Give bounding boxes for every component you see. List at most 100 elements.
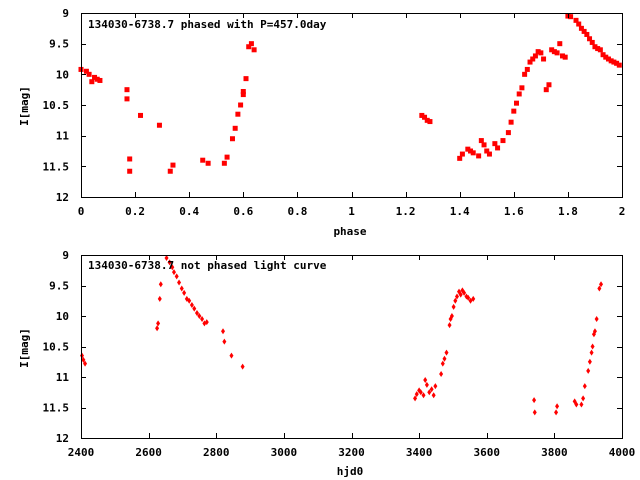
unphased-data-point xyxy=(167,259,172,266)
phased-data-point xyxy=(235,111,241,117)
phased-data-point xyxy=(481,142,487,148)
phased-data-point xyxy=(476,153,482,159)
unphased-data-point xyxy=(466,294,471,301)
phased-data-point xyxy=(514,100,520,106)
phased-data-point xyxy=(557,41,563,47)
phased-data-point xyxy=(573,17,579,23)
unphased-data-point xyxy=(589,349,594,356)
unphased-data-point xyxy=(177,279,182,286)
unphased-data-point xyxy=(440,360,445,367)
phased-x-tick-label: 0.6 xyxy=(233,205,253,218)
phased-light-curve-panel: 0 0.2 0.4 0.6 0.8 1 1.2 1.4 1.6 1.8 2 9 9.5 10 10.5 11… xyxy=(18,7,625,238)
unphased-x-tick-label: 3000 xyxy=(271,446,298,459)
phased-y-tick-label: 11.5 xyxy=(43,160,70,173)
phased-data-point xyxy=(549,47,555,53)
unphased-data-point xyxy=(204,319,209,326)
phased-data-point xyxy=(595,46,601,52)
phased-data-point xyxy=(221,160,227,166)
phased-data-point xyxy=(589,39,595,45)
unphased-data-point xyxy=(179,285,184,292)
unphased-x-tick-label: 3400 xyxy=(406,446,433,459)
phased-data-point xyxy=(246,44,252,50)
phased-data-point xyxy=(97,77,103,83)
unphased-y-axis-label: I[mag] xyxy=(18,328,31,368)
phased-data-point xyxy=(535,49,541,55)
phased-data-point xyxy=(546,82,552,88)
unphased-data-point xyxy=(599,281,604,288)
phased-data-point xyxy=(424,117,430,123)
unphased-y-tick-label: 11 xyxy=(56,371,70,384)
phased-data-point xyxy=(530,56,536,62)
phased-data-point xyxy=(240,92,246,98)
unphased-data-point xyxy=(429,386,434,393)
phased-data-point xyxy=(465,146,471,152)
unphased-chart-title: 134030-6738.7 not phased light curve xyxy=(88,259,327,272)
unphased-data-point xyxy=(240,363,245,370)
unphased-data-point xyxy=(83,360,88,367)
phased-data-point xyxy=(522,71,528,77)
unphased-data-point xyxy=(554,409,559,416)
phased-data-point xyxy=(478,138,484,144)
unphased-data-points xyxy=(80,255,604,416)
phased-data-point xyxy=(511,108,517,114)
phased-data-point xyxy=(603,54,609,60)
unphased-data-point xyxy=(156,320,161,327)
unphased-data-point xyxy=(164,255,169,262)
phased-data-point xyxy=(568,14,574,20)
phased-data-point xyxy=(127,156,133,162)
unphased-data-point xyxy=(458,291,463,298)
phased-x-axis-label: phase xyxy=(333,225,366,238)
phased-data-point xyxy=(541,56,547,62)
unphased-y-tick-label: 11.5 xyxy=(43,402,70,415)
unphased-data-point xyxy=(197,313,202,319)
phased-y-tick-label: 9 xyxy=(62,7,69,20)
phased-data-point xyxy=(486,151,492,157)
phased-data-point xyxy=(597,47,603,53)
phased-data-point xyxy=(565,13,571,19)
phased-x-tick-label: 2 xyxy=(619,205,626,218)
phased-x-tick-label: 0.8 xyxy=(287,205,307,218)
unphased-data-point xyxy=(592,328,597,335)
phased-x-tick-label: 1.2 xyxy=(396,205,416,218)
unphased-data-point xyxy=(579,401,584,408)
phased-data-point xyxy=(516,91,522,97)
phased-chart-title: 134030-6738.7 phased with P=457.0day xyxy=(88,18,327,31)
phased-y-tick-label: 11 xyxy=(56,130,70,143)
unphased-data-point xyxy=(439,370,444,377)
phased-x-axis-ticks: 0 0.2 0.4 0.6 0.8 1 1.2 1.4 1.6 1.8 2 xyxy=(78,13,626,218)
phased-x-tick-label: 1.6 xyxy=(504,205,524,218)
phased-data-point xyxy=(616,62,622,68)
unphased-data-point xyxy=(194,309,199,316)
phased-data-point xyxy=(592,44,598,50)
unphased-data-point xyxy=(187,297,192,304)
phased-data-point xyxy=(608,58,614,64)
phased-data-point xyxy=(538,50,544,56)
unphased-x-tick-label: 4000 xyxy=(609,446,636,459)
phased-data-point xyxy=(248,41,254,47)
unphased-data-point xyxy=(421,392,426,399)
unphased-data-point xyxy=(81,356,86,363)
phased-data-point xyxy=(551,49,557,55)
phased-data-point xyxy=(89,79,95,85)
unphased-y-tick-label: 9.5 xyxy=(49,280,69,293)
unphased-x-tick-label: 3800 xyxy=(541,446,568,459)
phased-data-points xyxy=(78,13,622,174)
phased-y-tick-label: 9.5 xyxy=(49,38,69,51)
unphased-data-point xyxy=(532,397,537,404)
phased-y-axis-label: I[mag] xyxy=(18,86,31,126)
unphased-data-point xyxy=(418,389,423,396)
phased-data-point xyxy=(94,76,100,82)
phased-data-point xyxy=(457,155,463,161)
unphased-data-point xyxy=(413,395,418,402)
unphased-data-point xyxy=(594,316,599,323)
unphased-y-tick-label: 12 xyxy=(56,432,69,445)
unphased-y-tick-label: 10 xyxy=(56,310,69,323)
unphased-data-point xyxy=(442,355,447,362)
phased-data-point xyxy=(576,21,582,27)
phased-data-point xyxy=(92,74,98,80)
phased-data-point xyxy=(459,151,465,157)
unphased-data-point xyxy=(182,289,187,296)
unphased-data-point xyxy=(229,352,234,359)
unphased-data-point xyxy=(414,391,419,398)
